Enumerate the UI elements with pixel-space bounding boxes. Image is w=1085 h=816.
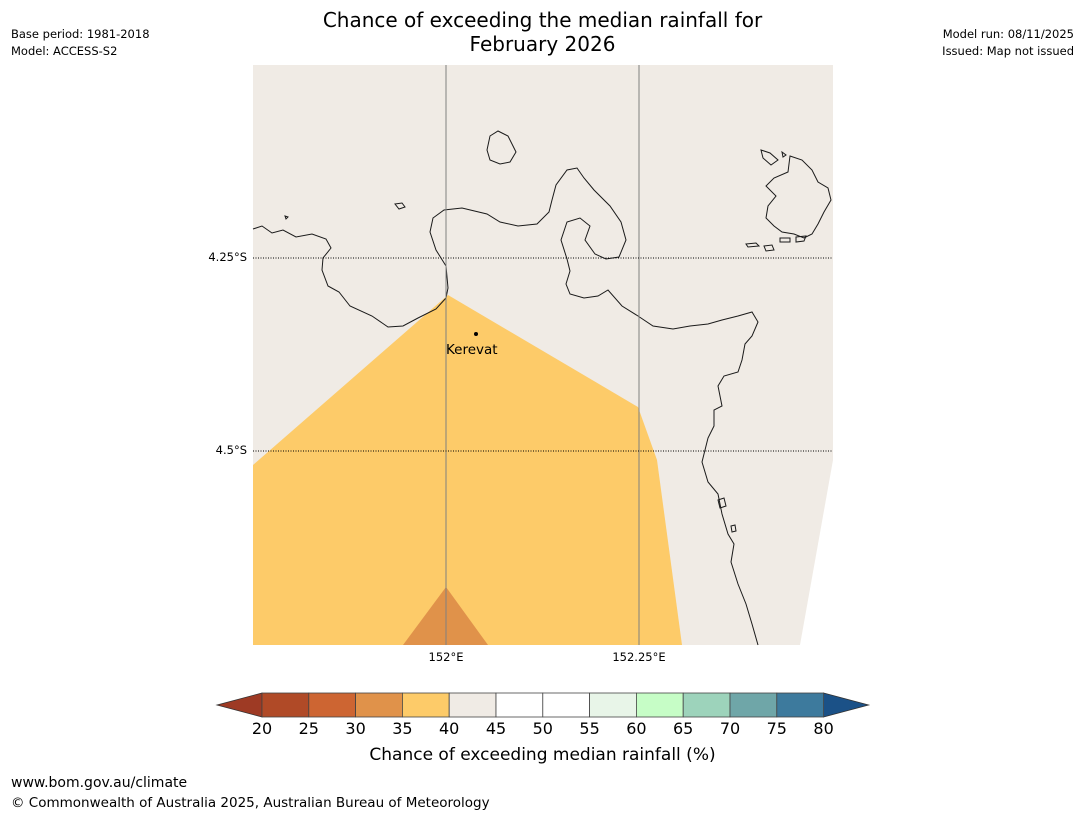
kerevat-marker <box>474 332 478 336</box>
lon-label-152: 152°E <box>428 650 464 664</box>
title-line-2: February 2026 <box>469 32 616 56</box>
colorbar-tick-label: 60 <box>626 719 647 738</box>
colorbar-tick-label: 80 <box>813 719 834 738</box>
colorbar-segment <box>776 692 824 718</box>
footer-copyright: © Commonwealth of Australia 2025, Austra… <box>11 795 490 811</box>
colorbar-segment <box>401 692 450 718</box>
meta-right: Model run: 08/11/2025 Issued: Map not is… <box>942 26 1074 60</box>
outside-domain-area <box>800 460 833 645</box>
band-35-40 <box>253 295 682 645</box>
colorbar-label: Chance of exceeding median rainfall (%) <box>369 745 716 765</box>
title-line-1: Chance of exceeding the median rainfall … <box>322 8 763 32</box>
colorbar-tick-label: 40 <box>439 719 460 738</box>
model-run-text: Model run: 08/11/2025 <box>942 27 1074 41</box>
colorbar-tick-label: 25 <box>298 719 319 738</box>
model-text: Model: ACCESS-S2 <box>11 44 118 58</box>
colorbar-segment <box>308 692 356 718</box>
coastline <box>252 130 832 646</box>
colorbar-over-triangle <box>823 692 871 718</box>
issued-text: Issued: Map not issued <box>942 44 1074 58</box>
footer-url: www.bom.gov.au/climate <box>11 775 188 791</box>
colorbar-segment <box>636 692 684 718</box>
colorbar-segment <box>495 692 544 718</box>
colorbar-segment <box>261 692 310 718</box>
colorbar-tick-label: 55 <box>579 719 600 738</box>
colorbar-tick-label: 20 <box>251 719 273 738</box>
colorbar-segment <box>355 692 403 718</box>
map-title: Chance of exceeding the median rainfall … <box>0 8 1085 56</box>
place-label: Kerevat <box>446 342 498 358</box>
meta-left: Base period: 1981-2018 Model: ACCESS-S2 <box>11 26 150 60</box>
lat-label-4-25: 4.25°S <box>208 250 247 264</box>
colorbar-tick-label: 45 <box>485 719 507 738</box>
colorbar-tick-label: 65 <box>673 719 694 738</box>
lon-label-152-25: 152.25°E <box>612 650 666 664</box>
colorbar-segment <box>682 692 731 718</box>
colorbar-segment <box>542 692 590 718</box>
colorbar-segment <box>729 692 778 718</box>
colorbar-segment <box>448 692 497 718</box>
colorbar-tick-label: 75 <box>766 719 787 738</box>
colorbar-segment <box>589 692 637 718</box>
base-period-text: Base period: 1981-2018 <box>11 27 150 41</box>
colorbar-under-triangle <box>215 692 263 718</box>
colorbar-tick-label: 50 <box>532 719 553 738</box>
colorbar-tick-label: 35 <box>392 719 413 738</box>
gridlines <box>253 65 833 645</box>
lat-label-4-5: 4.5°S <box>215 443 247 457</box>
colorbar-tick-label: 30 <box>345 719 366 738</box>
colorbar-tick-label: 70 <box>719 719 741 738</box>
